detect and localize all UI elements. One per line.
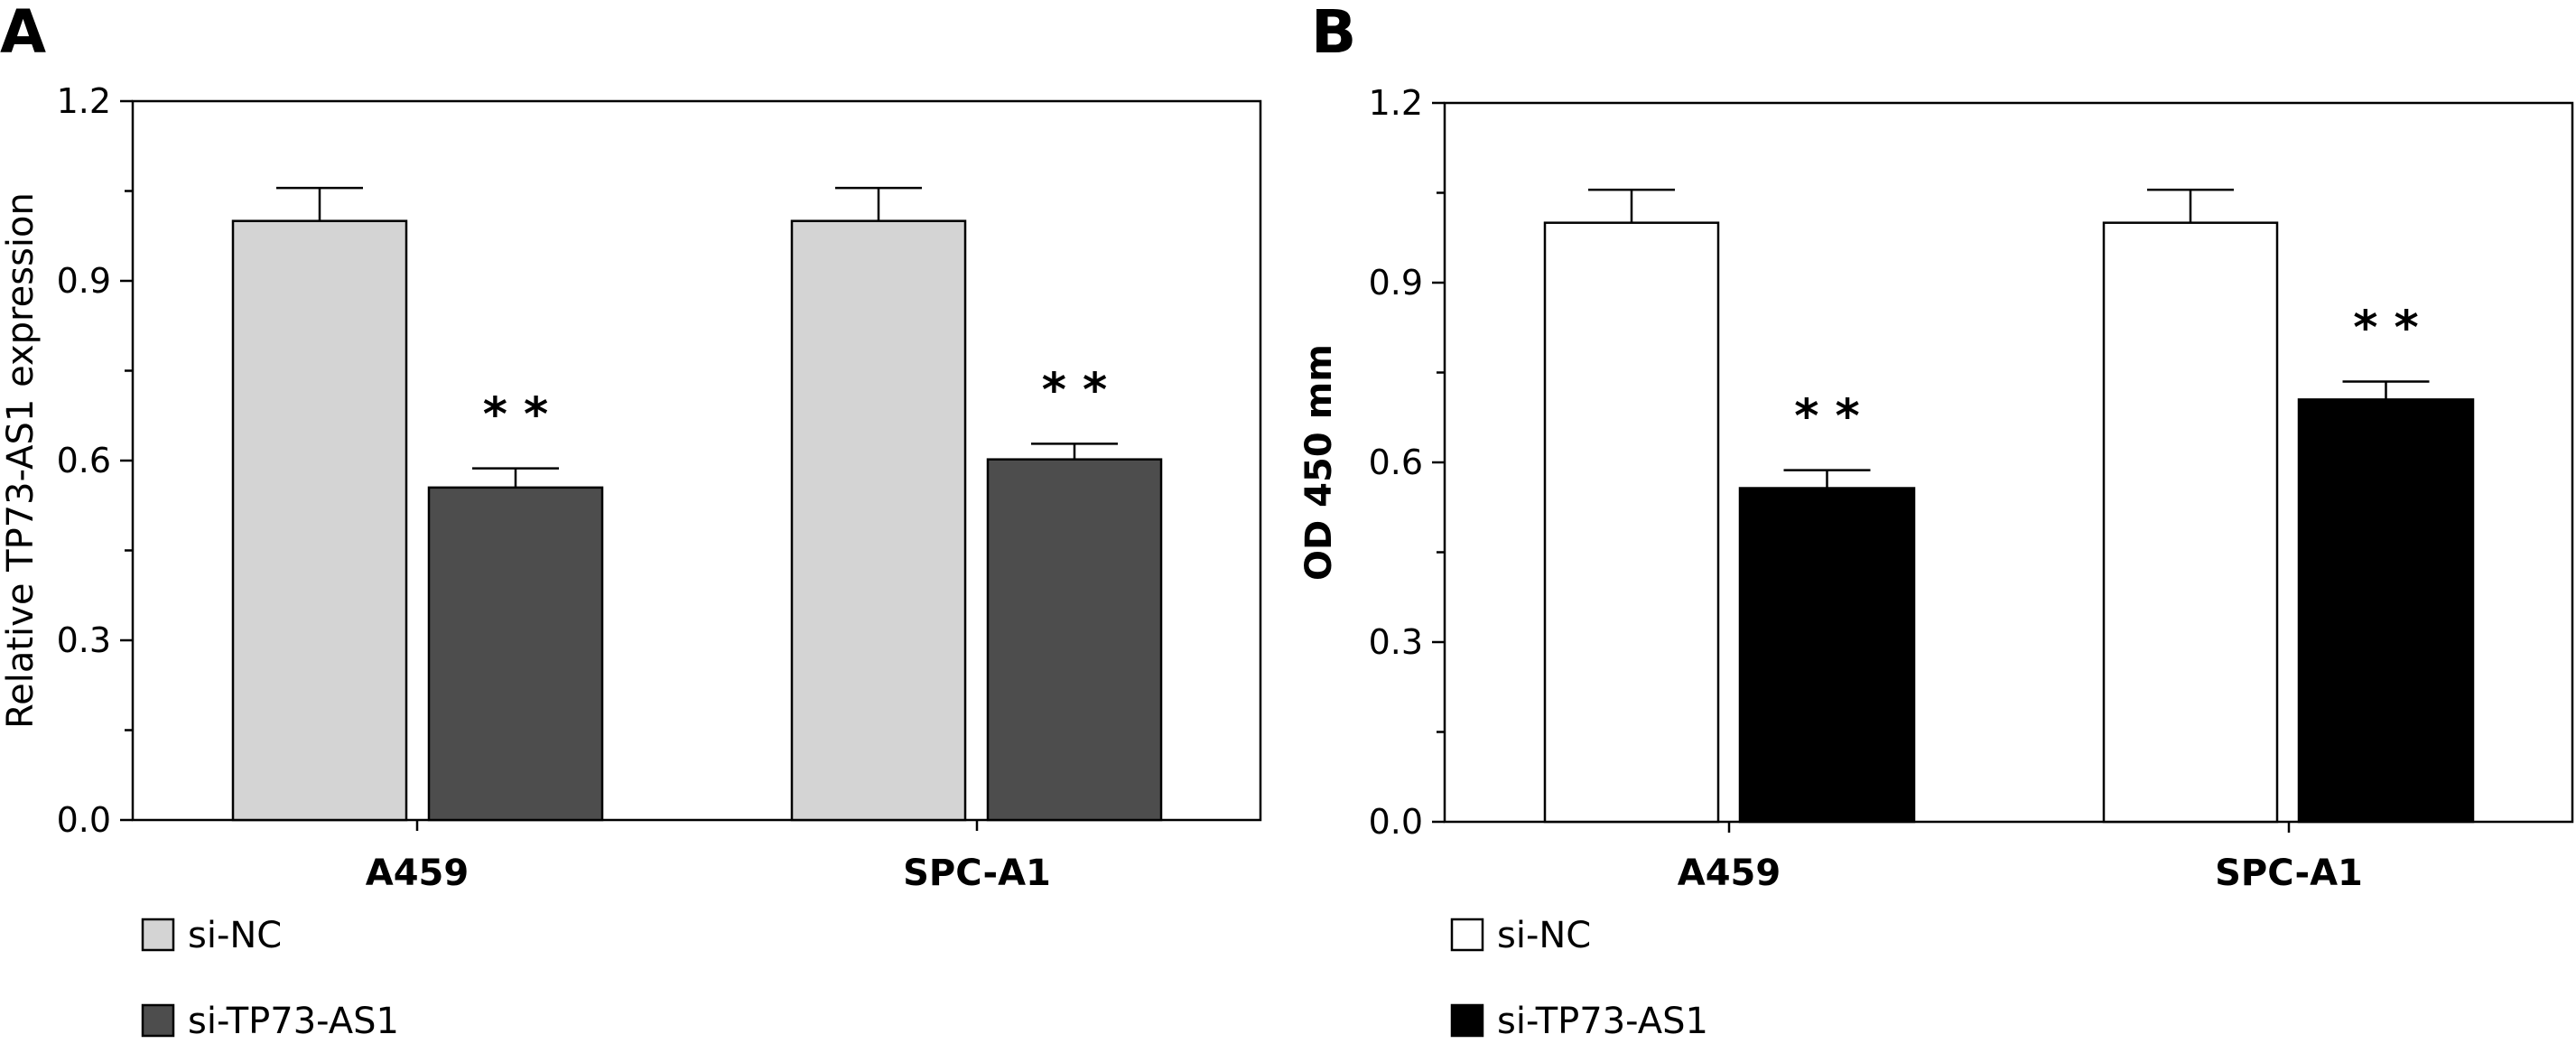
bar-si-nc [231,219,408,822]
y-tick-label: 0.0 [1369,802,1423,842]
bar-si-tp73-as1 [986,458,1163,822]
y-tick-label: 0.9 [57,261,111,301]
chart-panel-b: B 0.0 0.3 0.6 0.9 1.2 OD 450 mm * * A459 * * SPC-A… [1298,0,2574,1042]
legend-label: si-TP73-AS1 [188,1001,399,1042]
significance-marker: * * [1794,390,1860,444]
bar-si-tp73-as1 [427,486,604,822]
panel-letter: A [0,0,46,67]
legend: si-NC si-TP73-AS1 [1450,915,1708,1042]
legend-swatch [1450,1003,1484,1038]
y-tick-label: 0.6 [57,441,111,480]
y-tick-label: 1.2 [57,81,111,121]
y-tick-label: 1.2 [1369,83,1423,123]
legend-label: si-TP73-AS1 [1497,1001,1708,1042]
y-tick-label: 0.9 [1369,263,1423,303]
legend: si-NC si-TP73-AS1 [141,915,399,1042]
y-axis-title: Relative TP73-AS1 expression [0,192,42,729]
y-tick-label: 0.3 [57,620,111,660]
y-axis-title: OD 450 mm [1298,344,1340,581]
y-tick-label: 0.3 [1369,622,1423,662]
legend-swatch [141,1003,175,1038]
bar-si-nc [1543,221,1720,824]
legend-label: si-NC [188,915,282,956]
x-category-label: SPC-A1 [903,853,1051,894]
x-category-label: A459 [366,853,469,894]
x-category-label: SPC-A1 [2215,853,2363,894]
x-category-label: A459 [1678,853,1781,894]
chart-panel-a: A 0.0 0.3 0.6 0.9 1.2 Relative TP73-AS1 expres… [0,0,1262,1042]
panel-letter: B [1311,0,1356,67]
bar-si-nc [2102,221,2279,824]
bar-si-nc [790,219,967,822]
significance-marker: * * [1042,363,1108,417]
y-tick-label: 0.0 [57,800,111,840]
legend-swatch [1450,918,1484,952]
bar-si-tp73-as1 [1738,487,1916,824]
significance-marker: * * [2353,301,2419,355]
legend-label: si-NC [1497,915,1591,956]
legend-swatch [141,918,175,952]
bar-si-tp73-as1 [2297,398,2475,824]
significance-marker: * * [483,388,549,443]
y-tick-label: 0.6 [1369,443,1423,482]
